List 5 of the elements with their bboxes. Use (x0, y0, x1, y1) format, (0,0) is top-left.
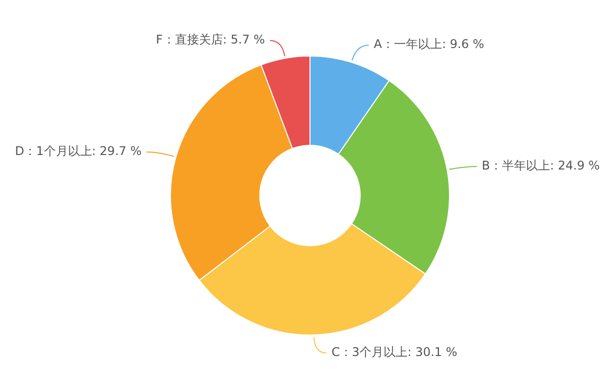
slice-label: A：一年以上: 9.6 % (374, 37, 484, 52)
slice-label: D：1个月以上: 29.7 % (14, 144, 142, 158)
slice-label: B：半年以上: 24.9 % (482, 158, 600, 173)
slice-label: C：3个月以上: 30.1 % (331, 345, 458, 360)
slice-label: F：直接关店: 5.7 % (156, 32, 265, 47)
